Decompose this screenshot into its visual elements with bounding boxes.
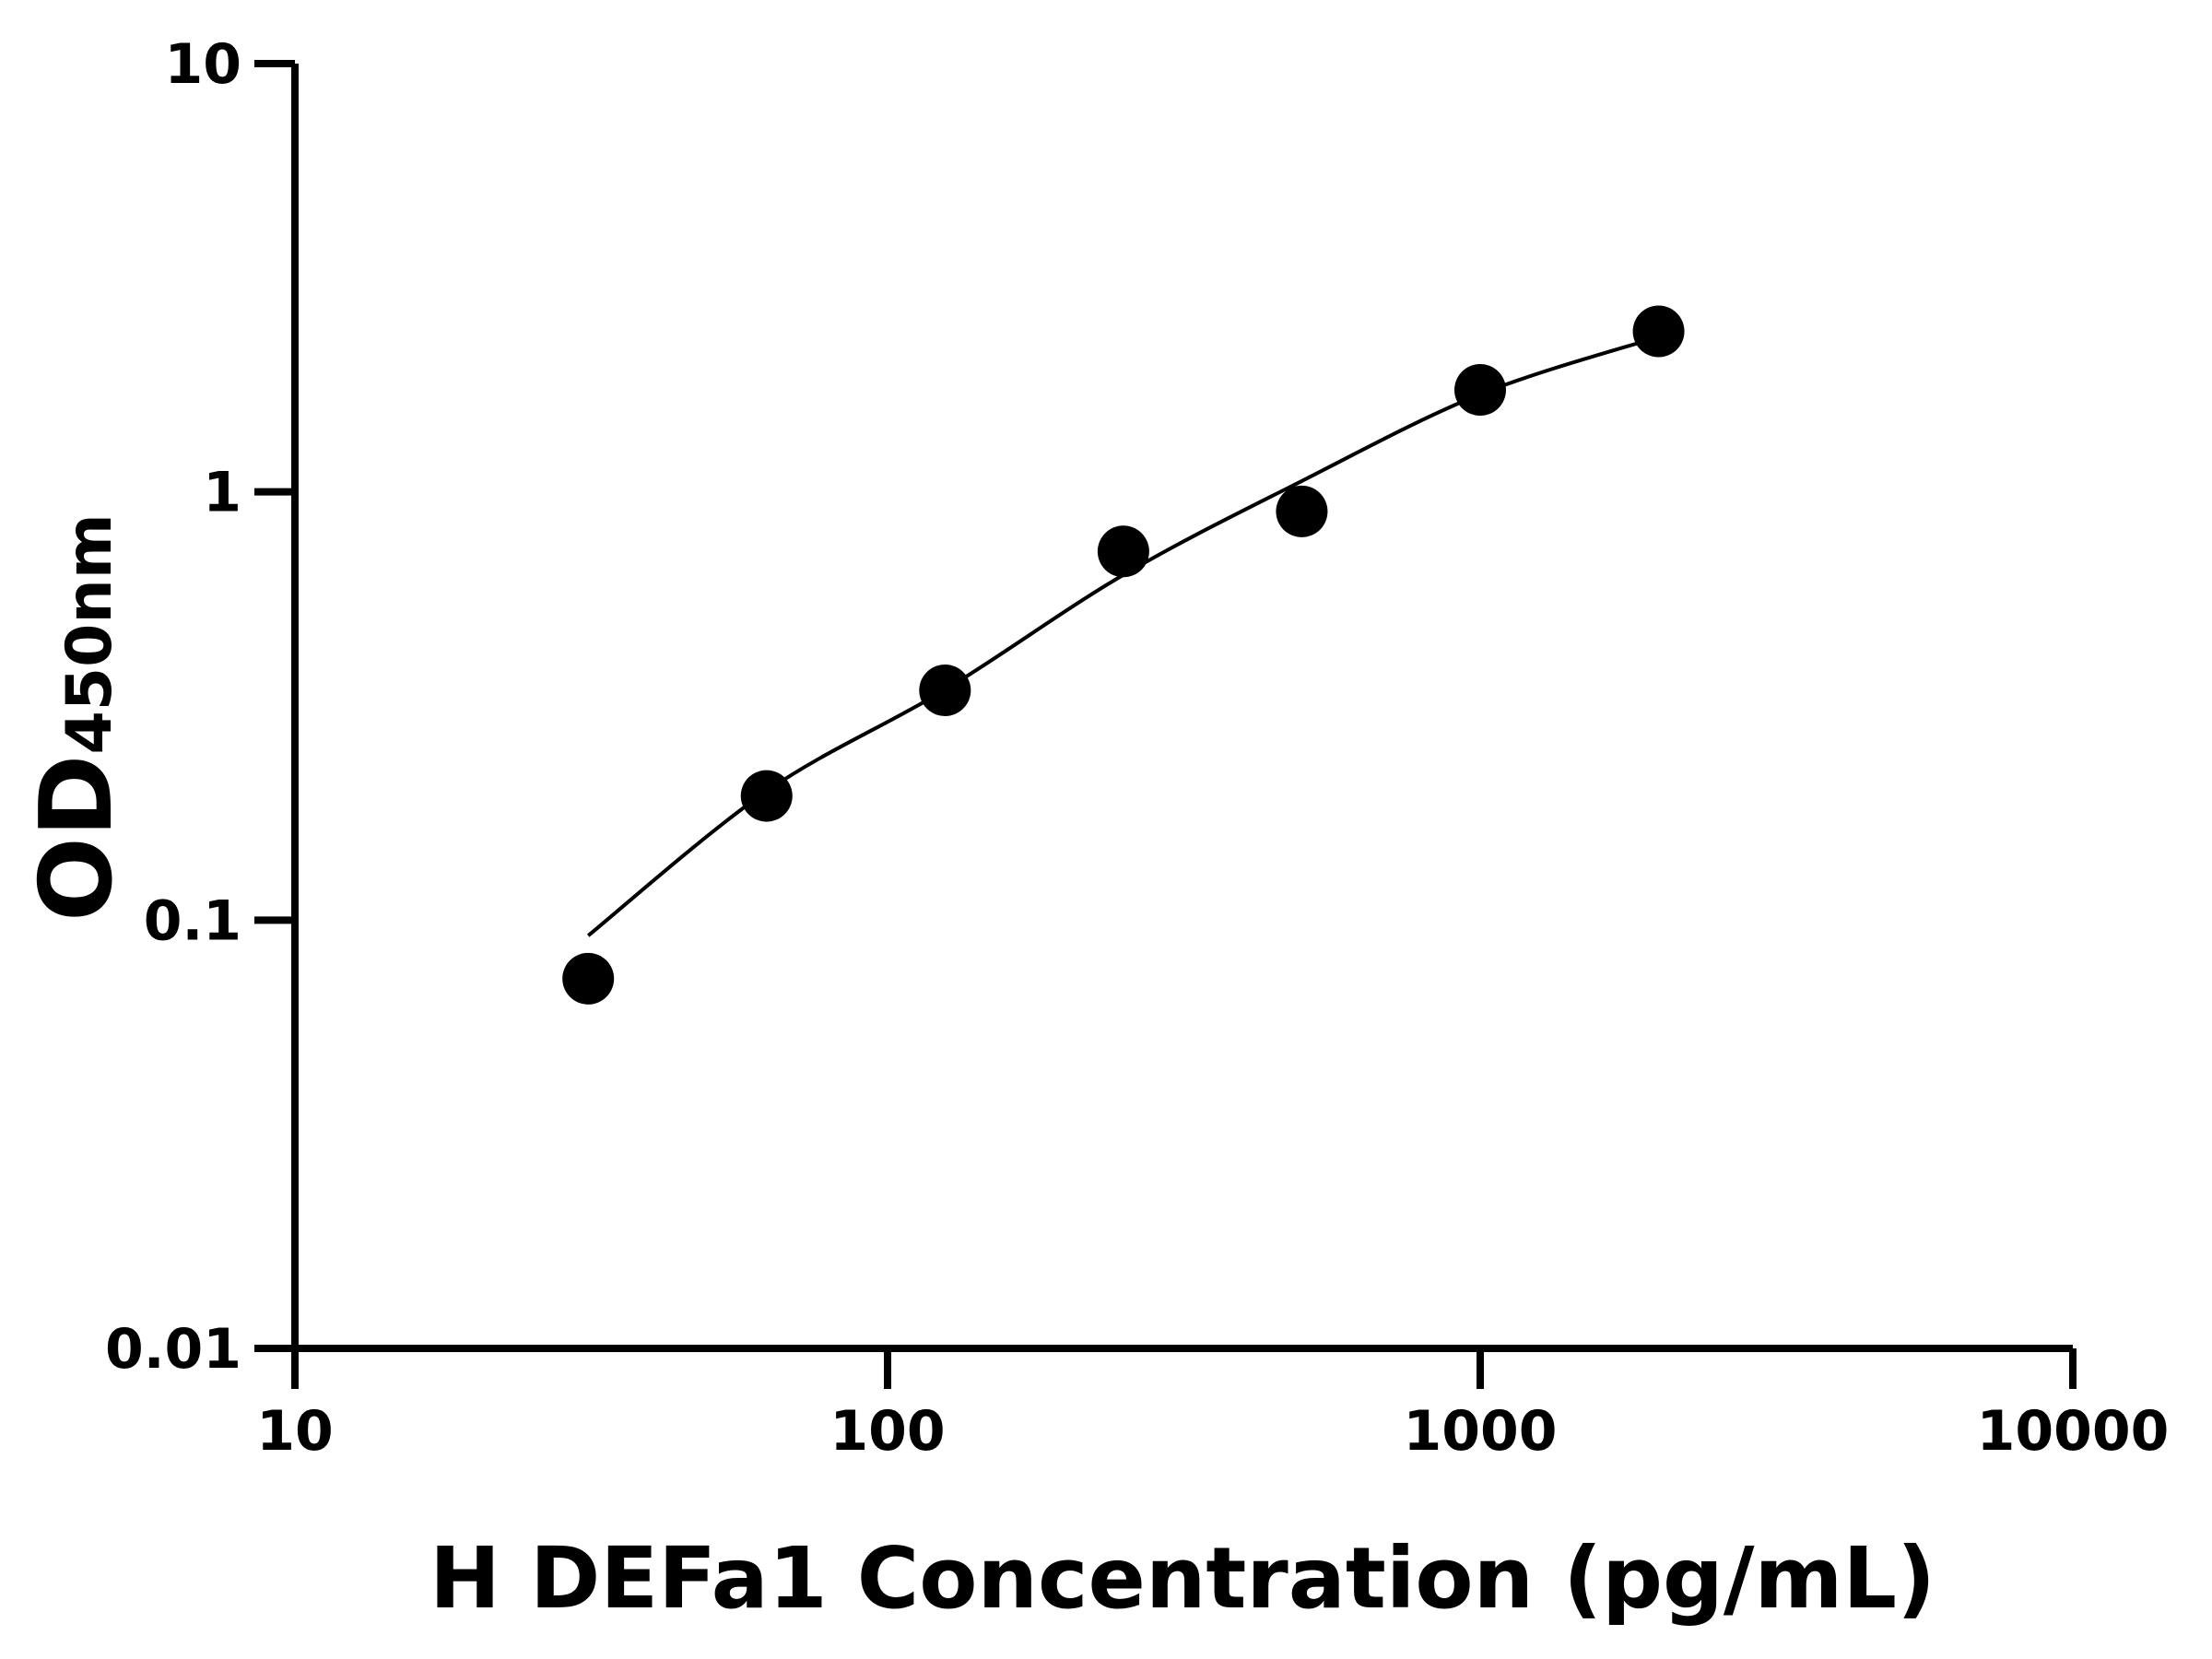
data-points [562, 305, 1685, 1005]
x-tick-label: 10 [256, 1399, 334, 1464]
y-tick-label: 0.01 [105, 1317, 241, 1382]
y-axis-label-subscript: 450nm [53, 513, 126, 754]
data-point [1454, 364, 1506, 417]
x-axis-label: H DEFa1 Concentration (pg/mL) [429, 1529, 1936, 1628]
ticks: 10 100 1000 10000 0.01 0.1 1 10 [105, 32, 2169, 1464]
data-point [1276, 485, 1328, 537]
y-axis-label: OD450nm [19, 513, 135, 922]
data-point [1097, 525, 1149, 578]
axes [254, 64, 2073, 1352]
x-tick-label: 1000 [1404, 1399, 1558, 1464]
y-tick-label: 10 [165, 32, 242, 97]
x-tick-label: 100 [830, 1399, 945, 1464]
fit-curve [586, 335, 1660, 937]
data-point [919, 665, 971, 717]
y-axis-label-main: OD [19, 755, 135, 922]
x-tick-label: 10000 [1977, 1399, 2170, 1464]
data-point [1632, 305, 1685, 358]
data-point [740, 770, 793, 822]
y-tick-label: 0.1 [144, 888, 241, 953]
y-tick-label: 1 [203, 461, 241, 525]
data-point [562, 952, 615, 1005]
